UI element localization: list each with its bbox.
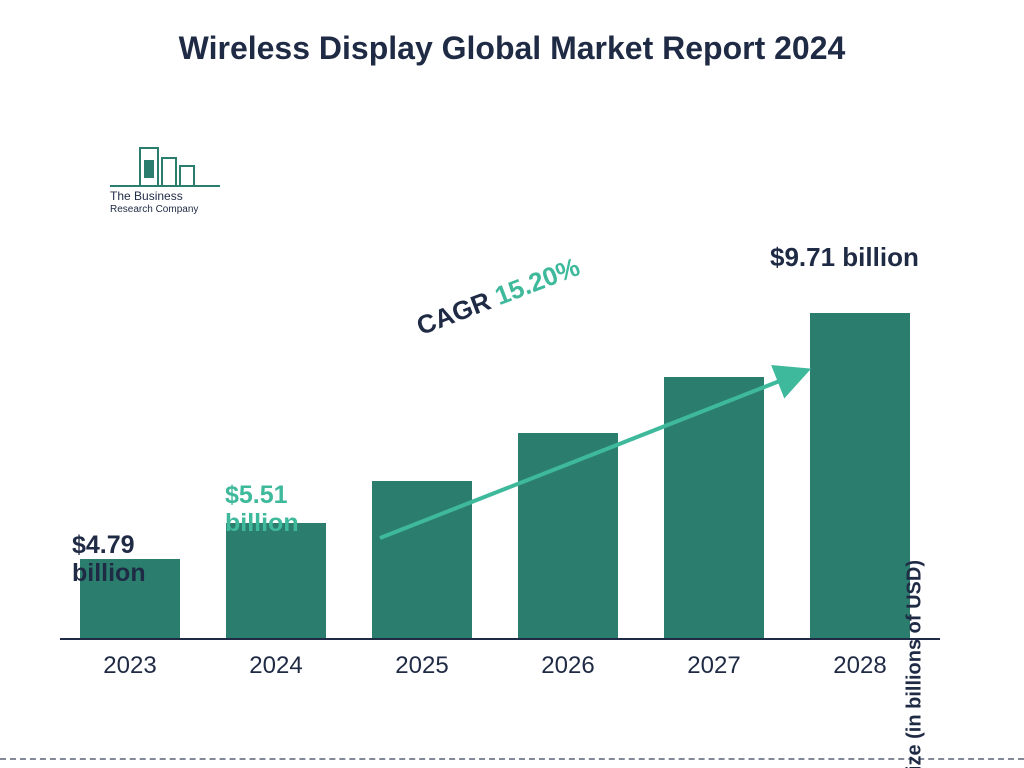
page-root: Wireless Display Global Market Report 20… [0,0,1024,768]
cagr-arrow-icon [60,108,940,638]
xlabel-2027: 2027 [664,652,764,680]
chart-title: Wireless Display Global Market Report 20… [0,30,1024,67]
xlabel-2026: 2026 [518,652,618,680]
annotation-2028: $9.71 billion [770,243,919,273]
cagr-arrow-line [380,373,800,538]
footer-dashed-line [0,758,1024,760]
xlabel-2023: 2023 [80,652,180,680]
y-axis-label: Market Size (in billions of USD) [903,560,926,768]
xlabel-2025: 2025 [372,652,472,680]
annotation-2023-line2: billion [72,559,146,588]
annotation-2024-line2: billion [225,509,299,538]
annotation-2024-line1: $5.51 [225,481,299,510]
plot-area: CAGR 15.20% [60,110,940,640]
annotation-2023-line1: $4.79 [72,531,146,560]
annotation-2028-text: $9.71 billion [770,242,919,272]
annotation-2023: $4.79 billion [72,531,146,589]
xlabel-2024: 2024 [226,652,326,680]
xlabel-2028: 2028 [810,652,910,680]
bar-chart: CAGR 15.20% 2023 2024 2025 2026 2027 202… [60,110,940,680]
annotation-2024: $5.51 billion [225,481,299,539]
